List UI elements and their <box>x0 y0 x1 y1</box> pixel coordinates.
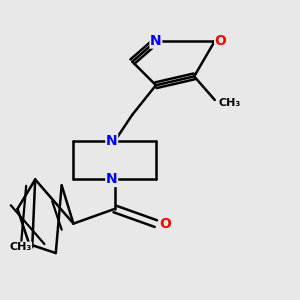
Text: N: N <box>106 172 118 186</box>
Text: CH₃: CH₃ <box>9 242 32 252</box>
Text: O: O <box>215 34 226 48</box>
Text: CH₃: CH₃ <box>218 98 241 108</box>
Text: N: N <box>150 34 162 48</box>
Text: N: N <box>106 134 118 148</box>
Text: O: O <box>159 217 171 231</box>
